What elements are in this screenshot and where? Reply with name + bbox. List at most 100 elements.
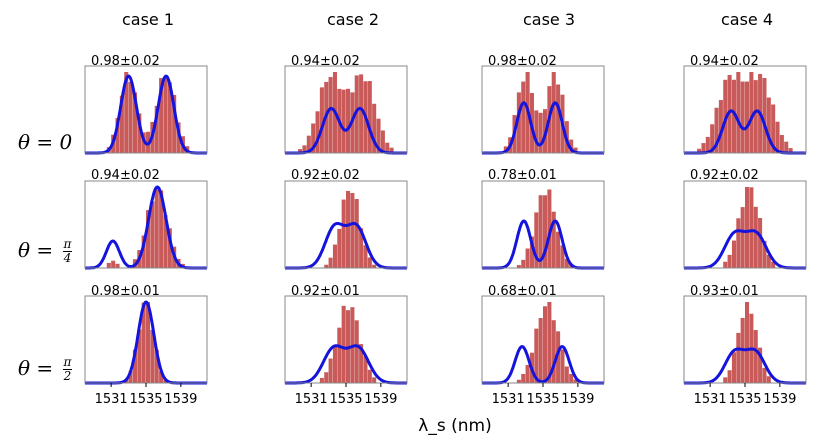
histogram-bar: [521, 373, 526, 383]
x-tick-label: 1539: [763, 392, 796, 407]
histogram-bar: [529, 236, 534, 268]
histogram-bar: [119, 95, 124, 153]
x-tick-label: 1539: [561, 392, 594, 407]
histogram-bar: [319, 377, 324, 383]
histogram-bar: [753, 80, 758, 153]
histogram-bar: [141, 235, 146, 268]
panel-frame: [481, 180, 605, 269]
histogram-bar: [367, 81, 372, 153]
histogram-bar: [319, 87, 324, 153]
histogram-bar: [328, 77, 333, 153]
column-title-case-4: case 4: [720, 10, 774, 29]
histogram-bar: [163, 77, 168, 153]
column-title-case-2: case 2: [326, 10, 380, 29]
histogram-bar: [115, 118, 120, 153]
histogram-bar: [141, 302, 146, 383]
histogram-bar: [132, 349, 137, 383]
histogram-bar: [150, 201, 155, 268]
x-tick-label: 1535: [728, 392, 761, 407]
histogram-bar: [354, 320, 359, 383]
panel-frame: [84, 180, 208, 269]
histogram-bar: [324, 264, 329, 268]
histogram-bar: [154, 105, 159, 153]
histogram-bar: [128, 370, 133, 383]
histogram-bar: [736, 218, 741, 268]
x-tick-label: 1539: [364, 392, 397, 407]
histogram-bar: [538, 195, 543, 268]
histogram-bar: [538, 318, 543, 383]
fidelity-label: 0.98±0.02: [488, 54, 557, 69]
histogram-bar: [745, 302, 750, 383]
histogram-bar: [306, 135, 311, 153]
panel-frame: [284, 180, 408, 269]
histogram-bar: [701, 143, 706, 153]
fraction-numerator: π: [62, 237, 73, 252]
theory-curve: [84, 74, 208, 155]
histogram-bar: [341, 89, 346, 153]
histogram-bar: [749, 187, 754, 268]
histogram-bar: [111, 260, 116, 268]
fidelity-label: 0.68±0.01: [488, 284, 557, 299]
histogram-bar: [324, 372, 329, 383]
histogram-bar: [705, 136, 710, 153]
fidelity-label: 0.98±0.02: [91, 54, 160, 69]
fraction-denominator: 4: [63, 251, 72, 265]
histogram-bar: [341, 199, 346, 268]
histogram-bar: [736, 72, 741, 153]
histogram-bar: [762, 240, 767, 268]
histogram-bar: [779, 135, 784, 153]
histogram-bar: [753, 206, 758, 268]
panel-frame: [683, 65, 807, 154]
histogram-bar: [556, 231, 561, 268]
histogram-bar: [740, 207, 745, 268]
histogram-bar: [298, 149, 303, 153]
histogram-bar: [714, 107, 719, 153]
histogram-bar: [311, 123, 316, 153]
histogram-bar: [137, 113, 142, 153]
histogram-bar: [740, 81, 745, 153]
panel-frame: [284, 65, 408, 154]
fidelity-label: 0.94±0.02: [91, 168, 160, 183]
histogram-bar: [551, 211, 556, 268]
fidelity-label: 0.92±0.02: [690, 168, 759, 183]
fidelity-label: 0.94±0.02: [291, 54, 360, 69]
histogram-bar: [176, 122, 181, 153]
x-tick-label: 1535: [329, 392, 362, 407]
histogram-bar: [516, 92, 521, 153]
histogram-bar: [332, 345, 337, 383]
row-label-prefix: θ =: [18, 356, 60, 380]
histogram-bar: [766, 254, 771, 268]
histogram-bar: [346, 190, 351, 268]
fraction-numerator: π: [62, 355, 73, 370]
histogram-bar: [380, 130, 385, 153]
x-tick-label: 1539: [164, 392, 197, 407]
histogram-bar: [762, 78, 767, 153]
histogram-bar: [556, 84, 561, 153]
histogram-bar: [346, 88, 351, 153]
histogram-bar: [363, 245, 368, 268]
histogram-bar: [354, 199, 359, 268]
histogram-bar: [564, 366, 569, 383]
histogram-bar: [367, 369, 372, 383]
panel-frame: [84, 65, 208, 154]
theory-curve: [284, 344, 408, 385]
histogram-bar: [146, 210, 151, 268]
histogram-bar: [159, 370, 164, 383]
x-tick-label: 1531: [694, 392, 727, 407]
x-tick-label: 1531: [95, 392, 128, 407]
histogram-bar: [534, 110, 539, 153]
histogram-bar: [736, 332, 741, 383]
histogram-bar: [389, 147, 394, 153]
histogram-bar: [534, 212, 539, 268]
histogram-bar: [569, 373, 574, 383]
histogram-bar: [731, 240, 736, 268]
histogram-bar: [167, 82, 172, 153]
histogram-bar: [564, 258, 569, 268]
x-axis-label: λ_s (nm): [418, 416, 492, 436]
histogram-bar: [124, 72, 129, 153]
histogram-bar: [538, 112, 543, 153]
histogram-bar: [516, 265, 521, 268]
